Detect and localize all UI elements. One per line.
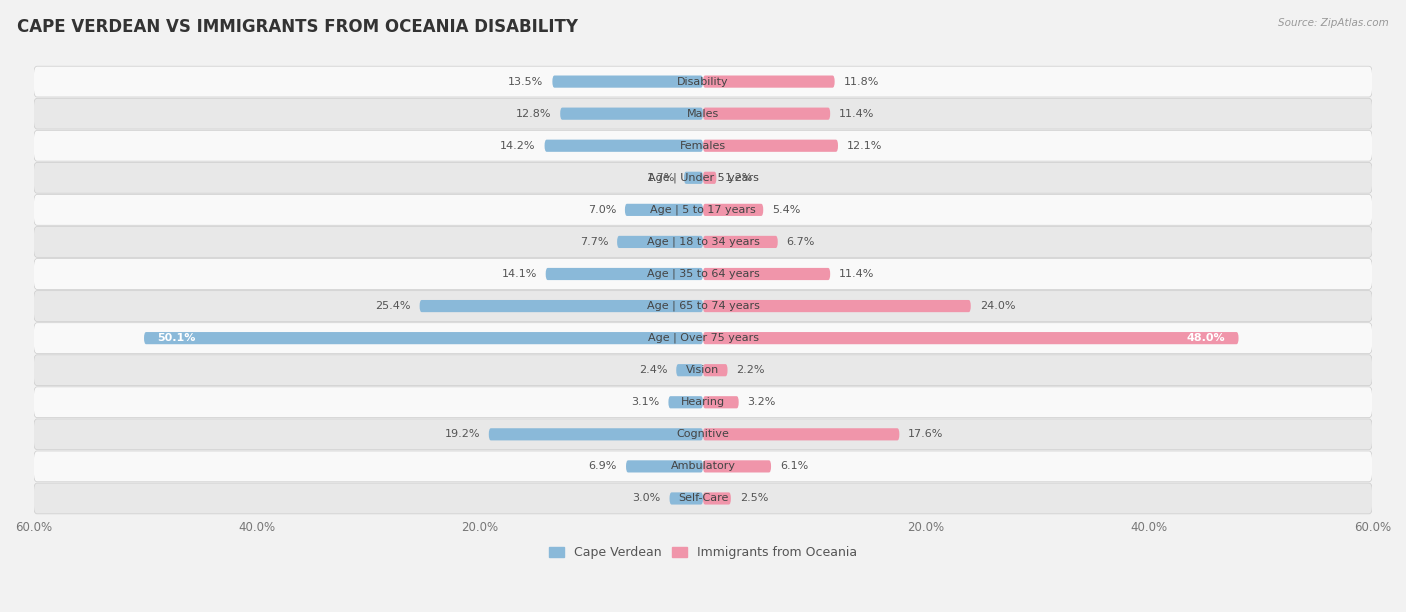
FancyBboxPatch shape [34,259,1372,289]
FancyBboxPatch shape [624,204,703,216]
FancyBboxPatch shape [544,140,703,152]
Legend: Cape Verdean, Immigrants from Oceania: Cape Verdean, Immigrants from Oceania [544,541,862,564]
FancyBboxPatch shape [34,483,1372,514]
FancyBboxPatch shape [34,195,1372,225]
FancyBboxPatch shape [419,300,703,312]
Text: 6.9%: 6.9% [589,461,617,471]
FancyBboxPatch shape [546,268,703,280]
FancyBboxPatch shape [685,172,703,184]
FancyBboxPatch shape [703,396,738,408]
Text: Age | 35 to 64 years: Age | 35 to 64 years [647,269,759,279]
FancyBboxPatch shape [703,460,770,472]
FancyBboxPatch shape [703,75,835,88]
Text: 2.5%: 2.5% [740,493,768,504]
Text: 14.1%: 14.1% [502,269,537,279]
Text: 6.1%: 6.1% [780,461,808,471]
FancyBboxPatch shape [703,204,763,216]
Text: Males: Males [688,109,718,119]
Text: 5.4%: 5.4% [772,205,800,215]
FancyBboxPatch shape [703,268,830,280]
Text: 48.0%: 48.0% [1187,333,1225,343]
FancyBboxPatch shape [626,460,703,472]
Text: 11.8%: 11.8% [844,76,879,86]
Text: 17.6%: 17.6% [908,430,943,439]
Text: Ambulatory: Ambulatory [671,461,735,471]
FancyBboxPatch shape [703,236,778,248]
Text: Source: ZipAtlas.com: Source: ZipAtlas.com [1278,18,1389,28]
FancyBboxPatch shape [703,140,838,152]
Text: 7.7%: 7.7% [579,237,609,247]
Text: Hearing: Hearing [681,397,725,407]
Text: 25.4%: 25.4% [375,301,411,311]
FancyBboxPatch shape [676,364,703,376]
Text: 12.8%: 12.8% [516,109,551,119]
Text: 7.0%: 7.0% [588,205,616,215]
FancyBboxPatch shape [617,236,703,248]
Text: Age | 5 to 17 years: Age | 5 to 17 years [650,204,756,215]
Text: 11.4%: 11.4% [839,109,875,119]
Text: Self-Care: Self-Care [678,493,728,504]
FancyBboxPatch shape [34,66,1372,97]
FancyBboxPatch shape [143,332,703,344]
Text: Age | 18 to 34 years: Age | 18 to 34 years [647,237,759,247]
FancyBboxPatch shape [668,396,703,408]
FancyBboxPatch shape [34,162,1372,193]
Text: 6.7%: 6.7% [787,237,815,247]
FancyBboxPatch shape [703,300,970,312]
FancyBboxPatch shape [703,493,731,504]
FancyBboxPatch shape [34,226,1372,257]
Text: Cognitive: Cognitive [676,430,730,439]
Text: 2.4%: 2.4% [638,365,668,375]
Text: 1.7%: 1.7% [647,173,675,183]
Text: 50.1%: 50.1% [157,333,195,343]
FancyBboxPatch shape [489,428,703,441]
FancyBboxPatch shape [703,108,830,120]
FancyBboxPatch shape [34,355,1372,386]
Text: Vision: Vision [686,365,720,375]
Text: Age | 65 to 74 years: Age | 65 to 74 years [647,301,759,312]
Text: 2.2%: 2.2% [737,365,765,375]
FancyBboxPatch shape [34,419,1372,450]
FancyBboxPatch shape [669,493,703,504]
Text: 14.2%: 14.2% [501,141,536,151]
Text: 3.0%: 3.0% [633,493,661,504]
FancyBboxPatch shape [34,451,1372,482]
FancyBboxPatch shape [703,364,727,376]
Text: 3.1%: 3.1% [631,397,659,407]
Text: 11.4%: 11.4% [839,269,875,279]
Text: 24.0%: 24.0% [980,301,1015,311]
Text: 3.2%: 3.2% [748,397,776,407]
Text: CAPE VERDEAN VS IMMIGRANTS FROM OCEANIA DISABILITY: CAPE VERDEAN VS IMMIGRANTS FROM OCEANIA … [17,18,578,36]
Text: Age | Over 75 years: Age | Over 75 years [648,333,758,343]
Text: 12.1%: 12.1% [846,141,883,151]
Text: Females: Females [681,141,725,151]
FancyBboxPatch shape [34,387,1372,417]
Text: 19.2%: 19.2% [444,430,479,439]
FancyBboxPatch shape [34,291,1372,321]
FancyBboxPatch shape [34,99,1372,129]
FancyBboxPatch shape [34,323,1372,354]
FancyBboxPatch shape [560,108,703,120]
Text: Disability: Disability [678,76,728,86]
FancyBboxPatch shape [703,332,1239,344]
FancyBboxPatch shape [553,75,703,88]
FancyBboxPatch shape [703,172,717,184]
FancyBboxPatch shape [703,428,900,441]
FancyBboxPatch shape [34,130,1372,161]
Text: Age | Under 5 years: Age | Under 5 years [648,173,758,183]
Text: 1.2%: 1.2% [725,173,754,183]
Text: 13.5%: 13.5% [508,76,544,86]
